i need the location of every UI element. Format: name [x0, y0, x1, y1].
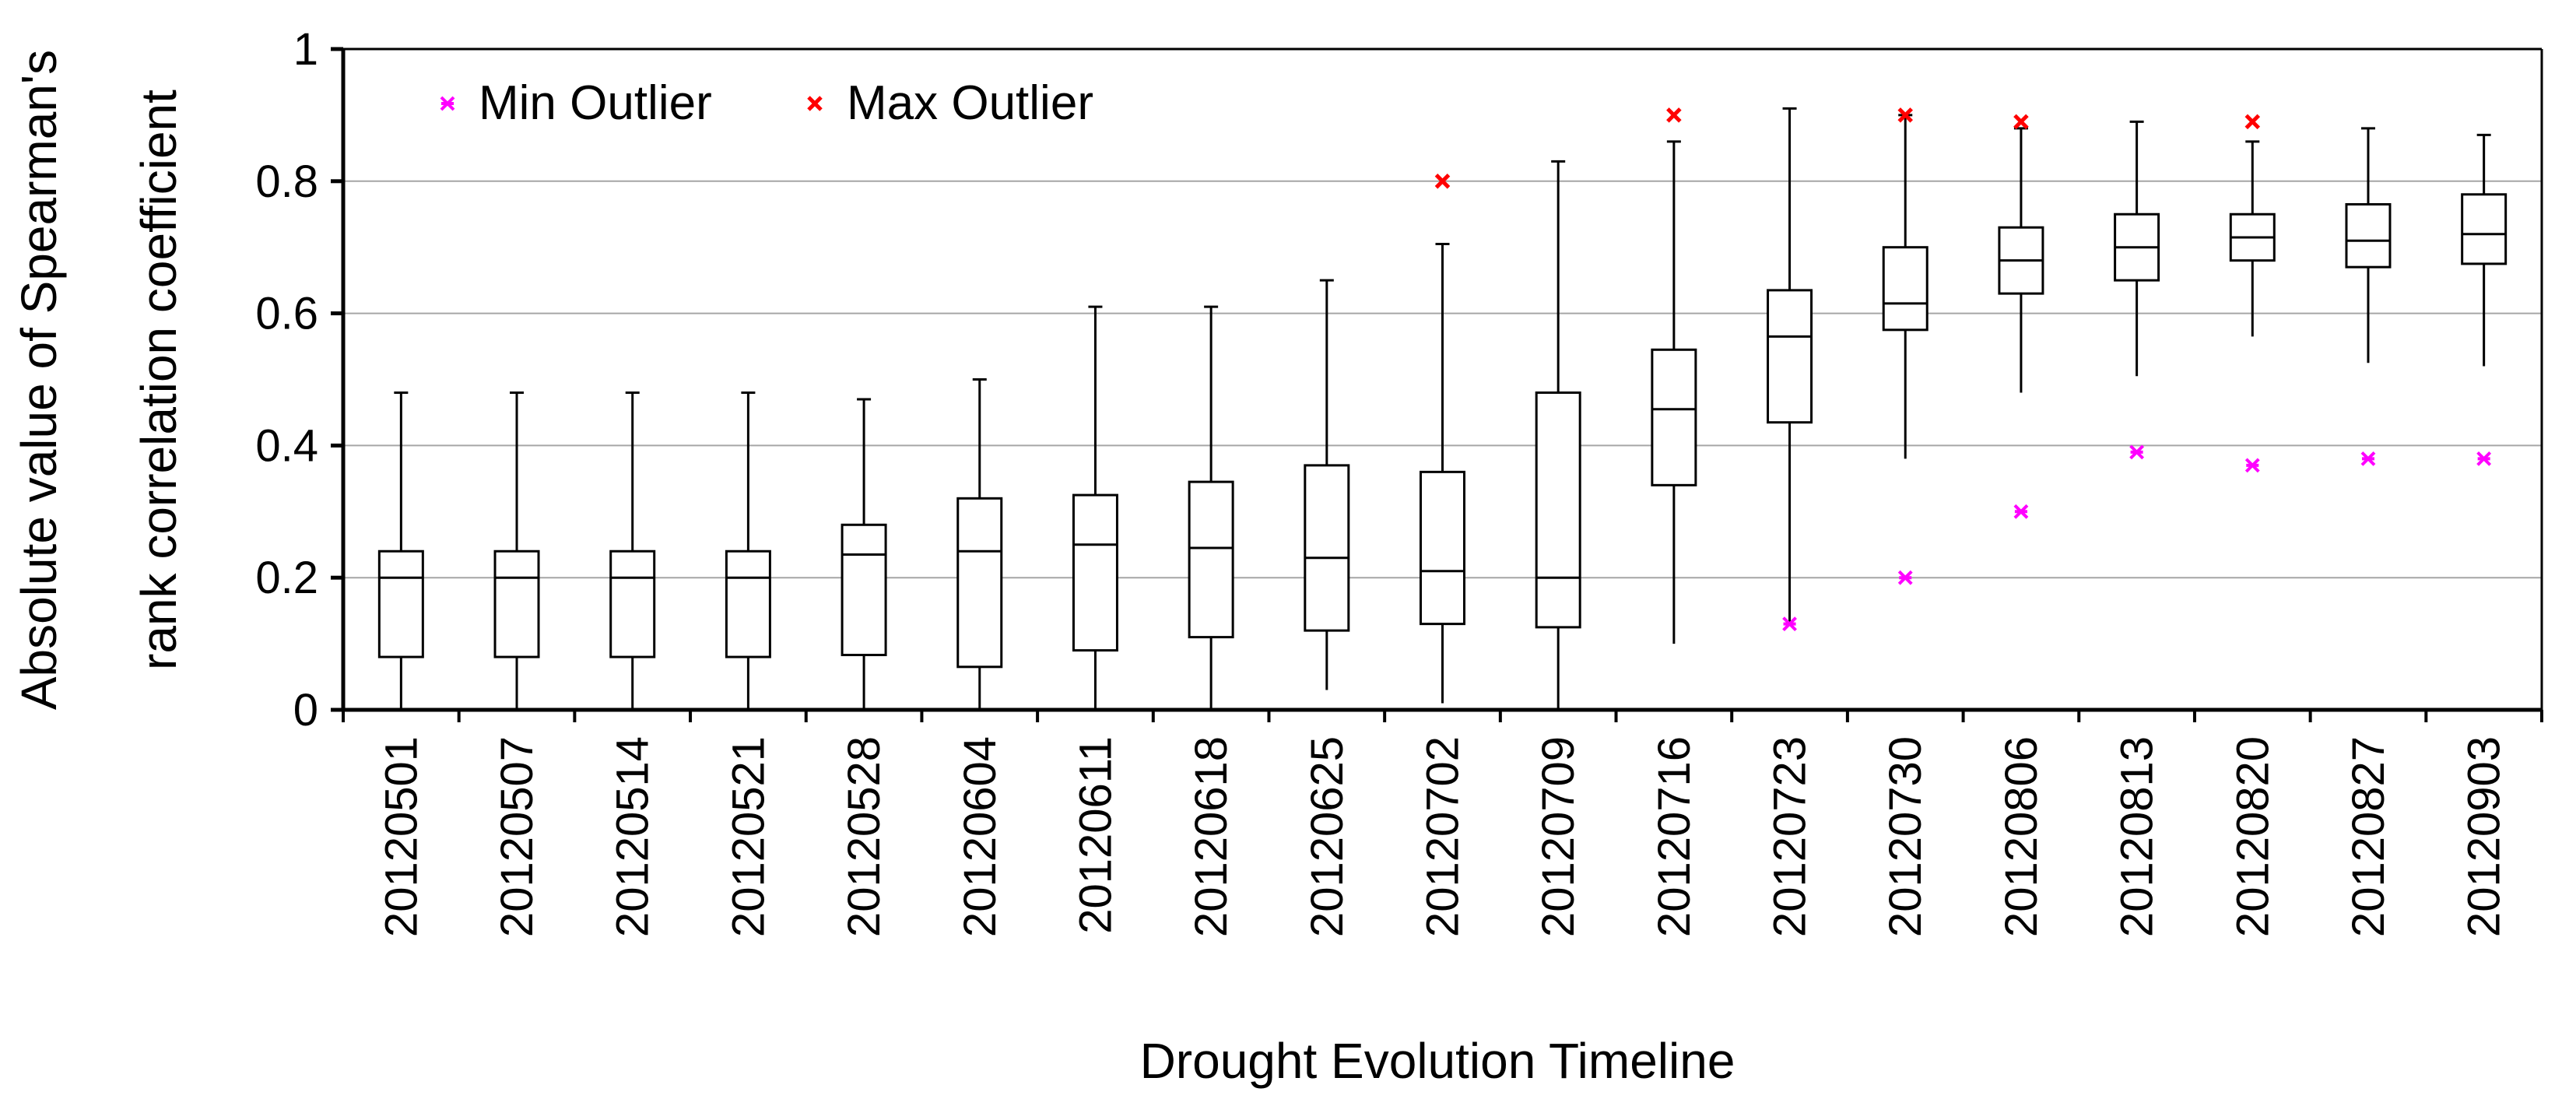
legend-min-marker-glyph	[440, 96, 455, 111]
y-tick-label: 1	[293, 24, 318, 75]
marker-stroke	[2013, 114, 2029, 130]
y-tick-label: 0.4	[255, 420, 318, 471]
x-tick-label: 20120514	[608, 736, 658, 937]
y-tick-label: 0.6	[255, 289, 318, 339]
x-tick-label: 20120625	[1302, 736, 1353, 937]
axes	[331, 47, 2543, 722]
y-axis-title-line-2: rank correlation coefficient	[131, 90, 187, 670]
x-tick-label: 20120716	[1649, 736, 1700, 937]
marker-stroke	[2244, 114, 2261, 130]
x-tick-labels: 20120501 20120507 20120514 20120521 20120528…	[376, 736, 2509, 937]
box-20120528	[841, 398, 887, 710]
x-tick-label: 20120820	[2227, 736, 2278, 937]
box-20120611	[1072, 305, 1118, 710]
outlier-markers	[1434, 107, 2492, 632]
y-tick-labels: 0 0.2 0.4 0.6 0.8 1	[255, 24, 318, 736]
x-tick-label: 20120507	[492, 736, 542, 937]
iqr-box	[1535, 391, 1581, 629]
x-tick-label: 20120709	[1533, 736, 1584, 937]
box-20120521	[725, 391, 771, 710]
iqr-box	[1882, 246, 1928, 332]
box-20120618	[1188, 305, 1234, 710]
iqr-box	[2461, 193, 2508, 265]
iqr-box	[1651, 348, 1697, 486]
x-tick-label: 20120618	[1186, 736, 1237, 937]
max-outlier-20120716	[1666, 107, 1682, 123]
x-tick-label: 20120702	[1418, 736, 1469, 937]
box-20120514	[609, 391, 656, 710]
marker-stroke	[1666, 107, 1682, 123]
iqr-box	[956, 497, 1003, 669]
y-tick-label: 0.8	[255, 156, 318, 207]
x-tick-label: 20120521	[723, 736, 774, 937]
iqr-box	[1420, 470, 1465, 626]
iqr-box	[1304, 464, 1350, 632]
iqr-box	[1188, 480, 1234, 639]
y-axis-title-line-1: Absolute value of Spearman's	[11, 50, 67, 710]
legend-min-outlier-label: Min Outlier	[479, 76, 712, 130]
min-outlier-20120820	[2244, 458, 2260, 473]
min-outlier-20120827	[2360, 451, 2376, 466]
max-outlier-20120806	[2013, 114, 2029, 130]
iqr-box	[609, 549, 656, 658]
iqr-box	[2345, 203, 2392, 269]
min-outlier-20120806	[2013, 504, 2029, 519]
marker-stroke	[807, 96, 823, 111]
max-outlier-20120820	[2244, 114, 2261, 130]
box-20120604	[956, 378, 1003, 710]
iqr-box	[725, 549, 771, 658]
x-tick-label: 20120611	[1070, 736, 1121, 934]
box-20120702	[1420, 242, 1465, 704]
x-tick-label: 20120528	[839, 736, 890, 937]
x-tick-label: 20120501	[376, 736, 426, 937]
x-tick-label: 20120903	[2459, 736, 2510, 937]
iqr-box	[493, 549, 540, 658]
min-outlier-20120730	[1897, 570, 1913, 585]
box-20120716	[1651, 140, 1697, 644]
x-tick-label: 20120723	[1765, 736, 1816, 937]
x-axis-title: Drought Evolution Timeline	[1140, 1033, 1735, 1089]
box-20120625	[1304, 279, 1350, 690]
legend-min-outlier-marker	[440, 96, 455, 111]
box-20120903	[2461, 133, 2508, 367]
box-20120827	[2345, 127, 2392, 363]
box-20120813	[2114, 120, 2160, 377]
marker-stroke	[1897, 107, 1914, 123]
iqr-box	[1072, 493, 1118, 652]
legend: Min Outlier Max Outlier	[440, 76, 1093, 130]
max-outlier-20120730	[1897, 107, 1914, 123]
x-tick-label: 20120730	[1880, 736, 1931, 937]
y-tick-label: 0	[293, 685, 318, 736]
x-tick-label: 20120813	[2112, 736, 2163, 937]
box-series	[377, 107, 2508, 710]
y-tick-label: 0.2	[255, 553, 318, 603]
box-20120709	[1535, 160, 1581, 710]
min-outlier-20120813	[2129, 444, 2145, 460]
box-20120730	[1882, 114, 1928, 459]
legend-max-outlier-marker	[807, 96, 823, 111]
box-20120501	[377, 391, 424, 710]
max-outlier-20120702	[1434, 174, 1451, 189]
box-20120723	[1767, 107, 1813, 624]
box-20120806	[1998, 127, 2044, 393]
legend-max-marker-glyph	[807, 96, 823, 111]
iqr-box	[377, 549, 424, 658]
iqr-box	[841, 523, 887, 657]
x-tick-label: 20120827	[2343, 736, 2394, 937]
x-tick-label: 20120806	[1996, 736, 2047, 937]
box-20120820	[2229, 140, 2276, 337]
marker-stroke	[1434, 174, 1451, 189]
iqr-box	[1767, 289, 1813, 424]
legend-max-outlier-label: Max Outlier	[847, 76, 1093, 130]
min-outlier-20120723	[1782, 616, 1797, 632]
x-tick-label: 20120604	[955, 736, 1005, 937]
min-outlier-20120903	[2476, 451, 2492, 466]
box-20120507	[493, 391, 540, 710]
